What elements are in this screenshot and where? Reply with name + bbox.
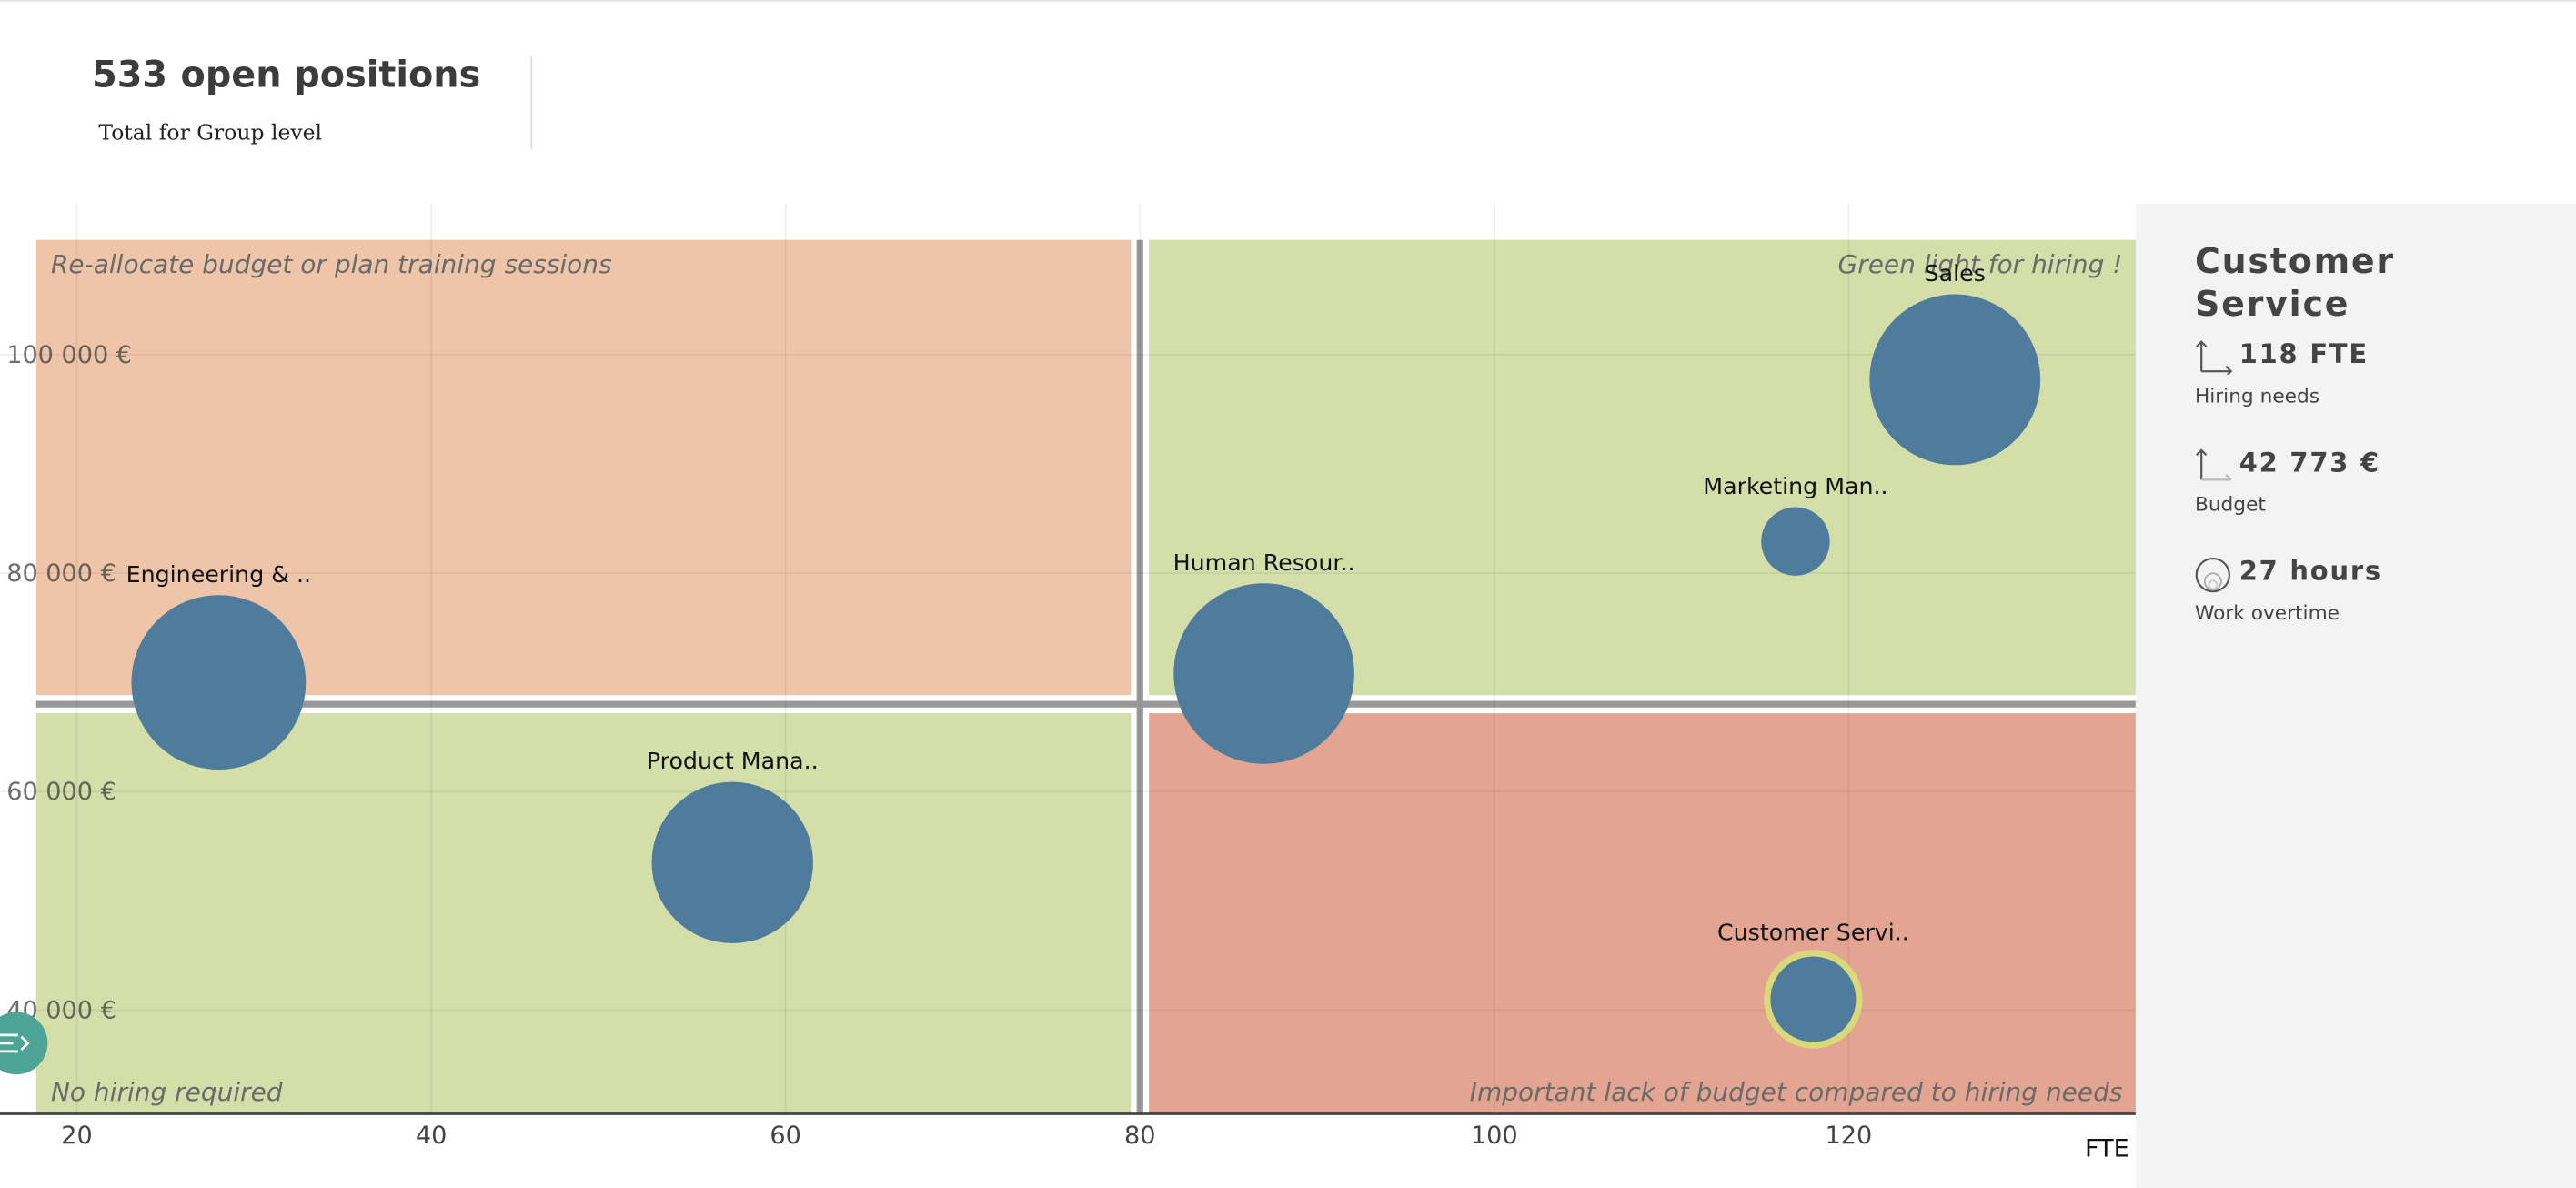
top-border — [0, 0, 2576, 2]
x-tick-label: 100 — [1471, 1122, 1518, 1150]
separator — [530, 55, 533, 150]
count: 533 — [92, 55, 168, 97]
x-tick-label: 60 — [770, 1122, 800, 1150]
bubble — [651, 781, 813, 943]
bubble-label: Marketing Man.. — [1703, 473, 1887, 499]
x-tick-label: 20 — [61, 1122, 92, 1150]
detail-panel: Customer Service 118 FTE Hiring needs 42… — [2135, 203, 2576, 1188]
item-label: Work overtime — [2194, 601, 2340, 625]
icon — [2195, 557, 2230, 593]
y-tick-label: 100 000 € — [6, 341, 132, 369]
bubble-label: Sales — [1925, 260, 1986, 287]
item-value: 27 hours — [2239, 555, 2382, 587]
quadrant — [1149, 713, 2136, 1114]
x-tick-label: 80 — [1124, 1122, 1155, 1150]
quadrant-note: Re-allocate budget or plan training sess… — [51, 249, 612, 279]
item-value: 42 773 € — [2239, 447, 2380, 478]
chart: Re-allocate budget or plan training sess… — [0, 203, 2136, 1163]
x-axis-label: FTE — [2085, 1134, 2129, 1163]
menu-button[interactable] — [0, 1012, 48, 1075]
bubble-label: Human Resour.. — [1173, 549, 1355, 576]
icon — [2195, 340, 2233, 375]
header-title: 533 open positions — [92, 55, 480, 96]
quadrant-note: Important lack of budget compared to hir… — [1470, 1077, 2123, 1107]
panel-title: Customer Service — [2194, 241, 2395, 324]
bubble — [1761, 507, 1830, 576]
bubble — [1764, 950, 1863, 1049]
bubble — [131, 595, 307, 770]
title: open positions — [180, 55, 481, 97]
bubble-label: Customer Servi.. — [1717, 919, 1909, 945]
icon — [2195, 448, 2232, 481]
quadrant-note: Green light for hiring ! — [1838, 249, 2123, 279]
item-value: 118 FTE — [2239, 338, 2369, 370]
quadrant-note: No hiring required — [51, 1077, 283, 1107]
x-tick-label: 40 — [416, 1122, 447, 1150]
x-tick-label: 120 — [1826, 1122, 1873, 1150]
menu-icon — [0, 1033, 30, 1053]
y-tick-label: 60 000 € — [6, 778, 116, 806]
item-label: Budget — [2194, 492, 2266, 517]
quadrant — [35, 713, 1132, 1114]
bubble-label: Product Mana.. — [647, 748, 819, 774]
bubble-label: Engineering & .. — [126, 561, 311, 588]
header-subtitle: Total for Group level — [98, 121, 323, 146]
bubble — [1869, 294, 2041, 466]
item-label: Hiring needs — [2194, 384, 2320, 408]
y-tick-label: 80 000 € — [6, 559, 116, 588]
bubble — [1173, 583, 1354, 764]
